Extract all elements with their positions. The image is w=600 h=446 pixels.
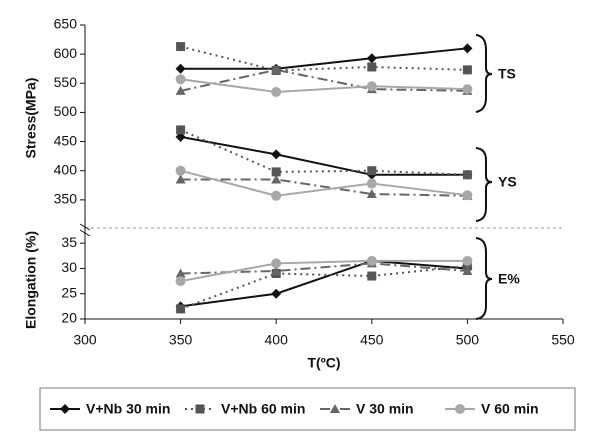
x-tick-label: 450 — [360, 332, 384, 348]
marker — [366, 189, 377, 199]
y-tick-label: 500 — [54, 103, 78, 119]
legend-label: V 60 min — [481, 401, 539, 417]
marker — [367, 166, 377, 176]
y-tick-label: 400 — [54, 161, 78, 177]
bracket — [475, 147, 493, 222]
y-tick-label: 550 — [54, 74, 78, 90]
marker — [271, 174, 282, 184]
y-tick-label: 600 — [54, 45, 78, 61]
line — [180, 45, 468, 72]
annotation: E% — [498, 271, 520, 287]
marker — [462, 170, 472, 180]
marker — [271, 258, 282, 269]
y-tick-label: 30 — [61, 259, 77, 275]
bracket — [475, 34, 493, 113]
legend-marker — [455, 404, 465, 414]
marker — [271, 265, 282, 275]
marker — [271, 64, 282, 74]
marker — [366, 255, 377, 266]
y-axis-label: Elongation (%) — [23, 231, 39, 329]
marker — [462, 261, 472, 271]
x-tick-label: 400 — [265, 332, 289, 348]
marker — [462, 84, 473, 95]
marker — [462, 265, 473, 275]
x-tick-label: 300 — [73, 332, 97, 348]
marker — [176, 304, 186, 314]
marker — [271, 288, 282, 299]
y-axis-label: Stress(MPa) — [23, 78, 39, 159]
marker — [175, 165, 186, 176]
marker — [462, 43, 473, 54]
y-tick-label: 650 — [54, 16, 78, 32]
marker — [366, 53, 377, 64]
x-tick-label: 550 — [551, 332, 575, 348]
marker — [271, 190, 282, 201]
line — [180, 178, 468, 197]
x-axis-label: T(ºC) — [307, 355, 340, 371]
y-tick-label: 450 — [54, 132, 78, 148]
legend-label: V 30 min — [356, 401, 414, 417]
marker — [462, 255, 473, 266]
marker — [366, 81, 377, 92]
marker — [462, 65, 472, 75]
x-tick-label: 350 — [169, 332, 193, 348]
line — [180, 259, 468, 308]
line — [180, 259, 468, 283]
line — [180, 169, 468, 197]
y-tick-label: 35 — [61, 234, 77, 250]
legend-marker — [60, 404, 70, 414]
legend-label: V+Nb 60 min — [221, 401, 305, 417]
marker — [176, 42, 186, 52]
bracket — [475, 237, 493, 320]
marker — [462, 190, 473, 201]
marker — [175, 276, 186, 287]
annotation: YS — [498, 174, 517, 190]
marker — [271, 149, 282, 160]
annotation: TS — [498, 66, 516, 82]
marker — [176, 125, 186, 135]
y-tick-label: 20 — [61, 310, 77, 326]
marker — [175, 85, 186, 95]
y-tick-label: 25 — [61, 284, 77, 300]
marker — [367, 62, 377, 72]
marker — [175, 174, 186, 184]
marker — [367, 271, 377, 281]
x-tick-label: 500 — [456, 332, 480, 348]
y-tick-label: 350 — [54, 191, 78, 207]
legend-label: V+Nb 30 min — [86, 401, 170, 417]
legend-marker — [195, 404, 205, 414]
line — [180, 78, 468, 94]
marker — [175, 63, 186, 74]
line — [180, 47, 468, 70]
marker — [271, 167, 281, 177]
marker — [175, 74, 186, 85]
line — [180, 68, 468, 92]
legend — [39, 387, 576, 431]
marker — [271, 87, 282, 98]
legend-marker — [330, 404, 340, 413]
line — [180, 128, 468, 176]
marker — [366, 178, 377, 189]
line — [180, 135, 468, 176]
marker — [175, 268, 186, 278]
